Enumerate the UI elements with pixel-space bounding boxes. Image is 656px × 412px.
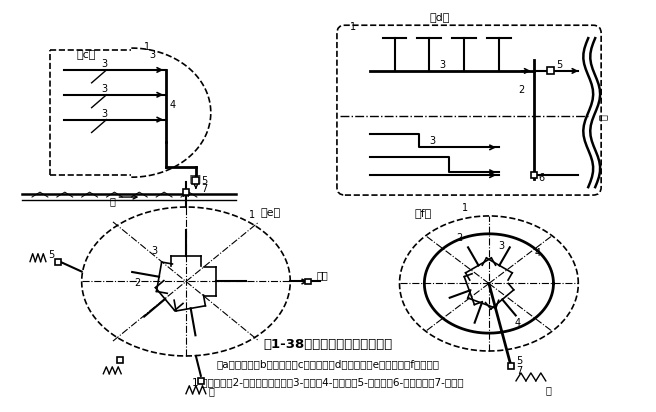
Text: （a）正交式（b）截流式（c）平行式（d）分区式（e）分散式（f）环绕式: （a）正交式（b）截流式（c）平行式（d）分区式（e）分散式（f）环绕式 [216,359,440,369]
Text: （f）: （f） [415,208,432,218]
Bar [547,68,554,75]
Text: 3: 3 [429,136,436,146]
Text: 5: 5 [556,60,563,70]
Text: 6: 6 [539,173,544,183]
Text: 1: 1 [144,42,150,52]
Text: 3: 3 [149,50,155,60]
Text: 河: 河 [110,196,115,206]
Text: 3: 3 [499,241,504,251]
Text: 1: 1 [350,22,356,32]
Bar [183,189,189,195]
Bar [55,259,61,265]
Text: 河: 河 [209,386,215,396]
Text: 2: 2 [457,233,463,243]
Text: （d）: （d） [429,12,449,22]
Text: 灌溉: 灌溉 [316,271,328,281]
Text: 2: 2 [519,85,525,95]
Bar [508,363,514,369]
Text: 1: 1 [462,203,468,213]
Text: （e）: （e） [260,208,281,218]
Text: 3: 3 [151,246,157,256]
Bar [531,172,537,178]
Text: 7: 7 [516,366,522,376]
Text: 图1-38排水管道系统的布置形式: 图1-38排水管道系统的布置形式 [263,338,393,351]
Text: 2: 2 [134,279,140,288]
Text: 3: 3 [102,59,108,69]
Text: 3: 3 [102,84,108,94]
Text: 河: 河 [598,114,608,119]
Text: 3: 3 [440,60,445,70]
Text: （c）: （c） [77,50,96,60]
Text: 4: 4 [169,100,175,110]
Bar [198,378,204,384]
Text: 河: 河 [546,385,552,395]
Text: 灌溉: 灌溉 [190,173,201,183]
Text: 5: 5 [516,356,522,366]
Text: 5: 5 [48,250,54,260]
Text: 4: 4 [534,248,541,258]
Text: 7: 7 [201,184,207,194]
Bar [192,177,199,184]
Bar [305,279,311,284]
Text: 3: 3 [102,109,108,119]
Text: 4: 4 [515,318,521,328]
Text: 1: 1 [249,210,255,220]
Text: 1-城市边界；2-排水流域分界线；3-干管；4-主干管；5-污水厂；6-污水泵站；7-出水口: 1-城市边界；2-排水流域分界线；3-干管；4-主干管；5-污水厂；6-污水泵站… [192,377,464,387]
Bar [117,357,123,363]
Text: 5: 5 [201,176,207,186]
